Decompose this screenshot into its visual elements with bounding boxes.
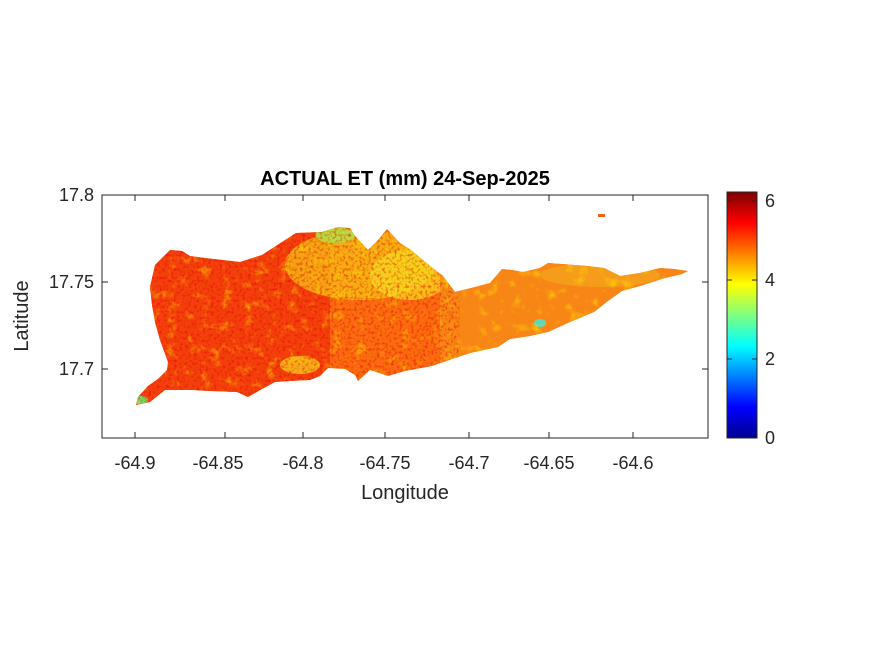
- x-tick-label: -64.65: [523, 453, 574, 473]
- x-axis: -64.9 -64.85 -64.8 -64.75 -64.7 -64.65 -…: [114, 195, 654, 504]
- y-axis: 17.8 17.75 17.7 Latitude: [11, 185, 708, 379]
- x-axis-label: Longitude: [361, 482, 449, 504]
- x-tick-label: -64.75: [359, 453, 410, 473]
- colorbar-gradient: [726, 191, 758, 439]
- chart-title: ACTUAL ET (mm) 24-Sep-2025: [260, 168, 550, 190]
- x-tick-label: -64.8: [282, 453, 323, 473]
- y-tick-label: 17.75: [49, 272, 94, 292]
- x-tick-label: -64.7: [448, 453, 489, 473]
- colorbar-tick-label: 0: [765, 428, 775, 448]
- y-tick-label: 17.7: [59, 359, 94, 379]
- y-tick-label: 17.8: [59, 185, 94, 205]
- colorbar-tick-label: 4: [765, 270, 775, 290]
- x-tick-label: -64.6: [612, 453, 653, 473]
- colorbar-tick-label: 6: [765, 191, 775, 211]
- x-tick-label: -64.9: [114, 453, 155, 473]
- colorbar-tick-label: 2: [765, 349, 775, 369]
- y-axis-label: Latitude: [11, 280, 33, 351]
- x-tick-label: -64.85: [192, 453, 243, 473]
- colorbar: 6 4 2 0: [726, 191, 775, 448]
